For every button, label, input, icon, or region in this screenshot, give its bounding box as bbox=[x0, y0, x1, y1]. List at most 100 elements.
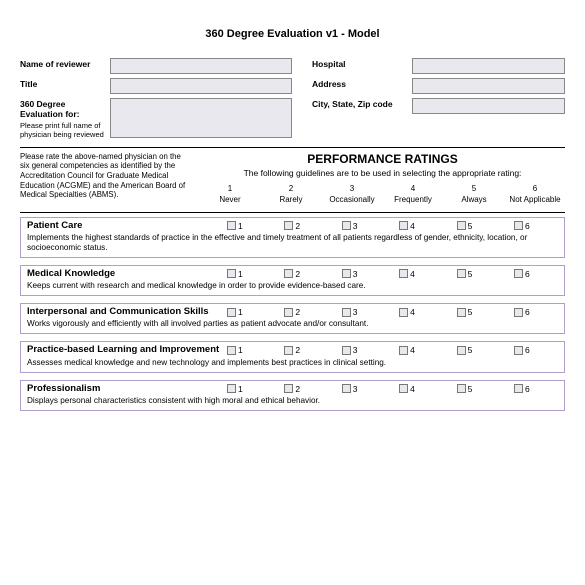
rating-option[interactable]: 1 bbox=[227, 221, 265, 231]
checkbox-icon[interactable] bbox=[342, 346, 351, 355]
checkbox-icon[interactable] bbox=[514, 346, 523, 355]
rating-option[interactable]: 3 bbox=[342, 221, 380, 231]
rating-number: 4 bbox=[410, 307, 415, 317]
rating-option[interactable]: 4 bbox=[399, 345, 437, 355]
text-field[interactable] bbox=[412, 58, 565, 74]
rating-option[interactable]: 3 bbox=[342, 307, 380, 317]
page-title: 360 Degree Evaluation v1 - Model bbox=[20, 28, 565, 40]
rating-option[interactable]: 2 bbox=[284, 345, 322, 355]
rating-instructions: Please rate the above-named physician on… bbox=[20, 152, 190, 204]
checkbox-icon[interactable] bbox=[284, 346, 293, 355]
rating-number: 5 bbox=[468, 307, 473, 317]
rating-option[interactable]: 2 bbox=[284, 269, 322, 279]
rating-number: 5 bbox=[468, 269, 473, 279]
scale-column: 1Never bbox=[202, 184, 258, 204]
text-field[interactable] bbox=[110, 58, 292, 74]
rating-option[interactable]: 4 bbox=[399, 384, 437, 394]
performance-subheading: The following guidelines are to be used … bbox=[200, 168, 565, 178]
checkbox-icon[interactable] bbox=[457, 308, 466, 317]
competency-description: Assesses medical knowledge and new techn… bbox=[27, 358, 558, 368]
competency-title: Patient Care bbox=[27, 221, 227, 231]
checkbox-icon[interactable] bbox=[342, 384, 351, 393]
checkbox-icon[interactable] bbox=[457, 269, 466, 278]
checkbox-icon[interactable] bbox=[284, 384, 293, 393]
rating-number: 3 bbox=[353, 307, 358, 317]
rating-option[interactable]: 1 bbox=[227, 307, 265, 317]
rating-option[interactable]: 1 bbox=[227, 345, 265, 355]
checkbox-icon[interactable] bbox=[514, 269, 523, 278]
checkbox-icon[interactable] bbox=[227, 308, 236, 317]
checkbox-icon[interactable] bbox=[227, 384, 236, 393]
checkbox-icon[interactable] bbox=[399, 308, 408, 317]
checkbox-icon[interactable] bbox=[284, 308, 293, 317]
competency-title: Professionalism bbox=[27, 384, 227, 394]
checkbox-icon[interactable] bbox=[284, 221, 293, 230]
checkbox-icon[interactable] bbox=[227, 269, 236, 278]
checkbox-icon[interactable] bbox=[514, 221, 523, 230]
checkbox-icon[interactable] bbox=[457, 346, 466, 355]
checkbox-icon[interactable] bbox=[399, 221, 408, 230]
competency-box: Interpersonal and Communication Skills12… bbox=[20, 303, 565, 334]
rating-option[interactable]: 2 bbox=[284, 384, 322, 394]
checkbox-icon[interactable] bbox=[514, 308, 523, 317]
rating-number: 1 bbox=[238, 345, 243, 355]
rating-option[interactable]: 6 bbox=[514, 384, 552, 394]
rating-option[interactable]: 5 bbox=[457, 221, 495, 231]
text-field[interactable] bbox=[110, 78, 292, 94]
checkbox-icon[interactable] bbox=[342, 221, 351, 230]
rating-option[interactable]: 3 bbox=[342, 384, 380, 394]
rating-number: 5 bbox=[468, 345, 473, 355]
rating-option[interactable]: 1 bbox=[227, 384, 265, 394]
checkbox-icon[interactable] bbox=[399, 269, 408, 278]
competency-description: Displays personal characteristics consis… bbox=[27, 396, 558, 406]
rating-option[interactable]: 3 bbox=[342, 345, 380, 355]
checkbox-icon[interactable] bbox=[514, 384, 523, 393]
rating-option[interactable]: 5 bbox=[457, 307, 495, 317]
checkbox-icon[interactable] bbox=[342, 308, 351, 317]
rating-number: 4 bbox=[410, 384, 415, 394]
rating-option[interactable]: 6 bbox=[514, 345, 552, 355]
text-field[interactable] bbox=[412, 78, 565, 94]
field-label: City, State, Zip code bbox=[312, 98, 412, 110]
rating-number: 2 bbox=[295, 221, 300, 231]
rating-number: 6 bbox=[525, 384, 530, 394]
rating-option[interactable]: 1 bbox=[227, 269, 265, 279]
text-field[interactable] bbox=[110, 98, 292, 138]
rating-option[interactable]: 4 bbox=[399, 221, 437, 231]
checkbox-icon[interactable] bbox=[227, 346, 236, 355]
rating-number: 3 bbox=[353, 384, 358, 394]
checkbox-icon[interactable] bbox=[457, 221, 466, 230]
rating-number: 2 bbox=[295, 345, 300, 355]
checkbox-icon[interactable] bbox=[399, 346, 408, 355]
checkbox-icon[interactable] bbox=[284, 269, 293, 278]
rating-option[interactable]: 6 bbox=[514, 269, 552, 279]
rating-number: 5 bbox=[468, 221, 473, 231]
text-field[interactable] bbox=[412, 98, 565, 114]
divider bbox=[20, 147, 565, 148]
competency-box: Patient Care 1 2 3 4 5 6 Implements the highest… bbox=[20, 217, 565, 258]
checkbox-icon[interactable] bbox=[342, 269, 351, 278]
scale-column: 3Occasionally bbox=[324, 184, 380, 204]
rating-option[interactable]: 2 bbox=[284, 307, 322, 317]
rating-number: 3 bbox=[353, 221, 358, 231]
checkbox-icon[interactable] bbox=[227, 221, 236, 230]
rating-option[interactable]: 6 bbox=[514, 221, 552, 231]
rating-option[interactable]: 5 bbox=[457, 384, 495, 394]
rating-option[interactable]: 2 bbox=[284, 221, 322, 231]
competency-box: Practice-based Learning and Improvement1… bbox=[20, 341, 565, 372]
checkbox-icon[interactable] bbox=[457, 384, 466, 393]
rating-option[interactable]: 5 bbox=[457, 269, 495, 279]
rating-number: 1 bbox=[238, 221, 243, 231]
rating-option[interactable]: 4 bbox=[399, 307, 437, 317]
rating-option[interactable]: 4 bbox=[399, 269, 437, 279]
field-label: Title bbox=[20, 78, 110, 90]
scale-column: 6Not Applicable bbox=[507, 184, 563, 204]
rating-number: 1 bbox=[238, 307, 243, 317]
rating-option[interactable]: 6 bbox=[514, 307, 552, 317]
rating-option[interactable]: 3 bbox=[342, 269, 380, 279]
checkbox-icon[interactable] bbox=[399, 384, 408, 393]
rating-option[interactable]: 5 bbox=[457, 345, 495, 355]
competency-description: Implements the highest standards of prac… bbox=[27, 233, 558, 253]
rating-number: 4 bbox=[410, 269, 415, 279]
rating-number: 6 bbox=[525, 345, 530, 355]
